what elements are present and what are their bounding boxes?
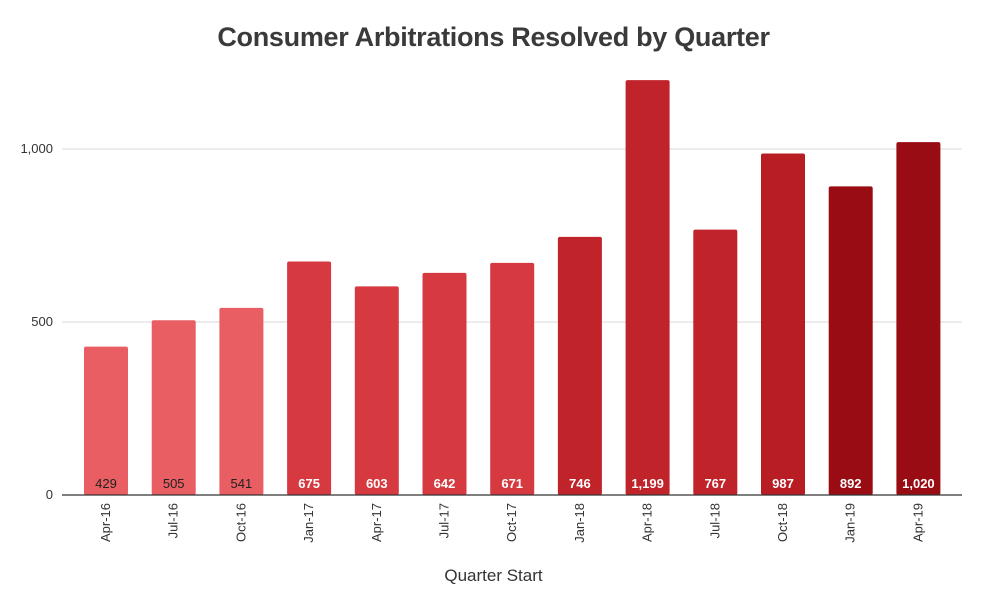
data-label: 1,199 <box>631 476 664 491</box>
y-tick-label: 1,000 <box>20 141 53 156</box>
bar <box>626 80 670 495</box>
data-label: 675 <box>298 476 320 491</box>
x-tick-label: Jul-16 <box>166 503 181 538</box>
data-label: 505 <box>163 476 185 491</box>
data-label: 1,020 <box>902 476 935 491</box>
x-axis-title: Quarter Start <box>0 566 987 586</box>
y-tick-label: 0 <box>46 487 53 502</box>
bar <box>152 320 196 495</box>
bar <box>896 142 940 495</box>
x-tick-label: Jan-19 <box>843 503 858 543</box>
bar <box>761 153 805 495</box>
bar <box>355 286 399 495</box>
data-label: 767 <box>704 476 726 491</box>
data-label: 603 <box>366 476 388 491</box>
data-label: 671 <box>501 476 523 491</box>
y-tick-label: 500 <box>31 314 53 329</box>
bar <box>490 263 534 495</box>
data-label: 746 <box>569 476 591 491</box>
x-tick-label: Jul-17 <box>437 503 452 538</box>
data-label: 541 <box>231 476 253 491</box>
x-tick-label: Apr-18 <box>640 503 655 542</box>
bar <box>219 308 263 495</box>
data-label: 642 <box>434 476 456 491</box>
x-tick-label: Oct-16 <box>233 503 248 542</box>
x-tick-label: Jul-18 <box>707 503 722 538</box>
data-label: 987 <box>772 476 794 491</box>
x-tick-label: Oct-17 <box>504 503 519 542</box>
data-label: 429 <box>95 476 117 491</box>
x-tick-label: Jan-17 <box>301 503 316 543</box>
bar <box>287 261 331 495</box>
x-tick-label: Jan-18 <box>572 503 587 543</box>
bar <box>558 237 602 495</box>
data-label: 892 <box>840 476 862 491</box>
x-tick-label: Apr-19 <box>910 503 925 542</box>
bar <box>84 347 128 495</box>
x-tick-label: Apr-16 <box>98 503 113 542</box>
bar <box>829 186 873 495</box>
x-tick-label: Oct-18 <box>775 503 790 542</box>
bar <box>693 230 737 495</box>
bar <box>423 273 467 495</box>
x-tick-label: Apr-17 <box>369 503 384 542</box>
